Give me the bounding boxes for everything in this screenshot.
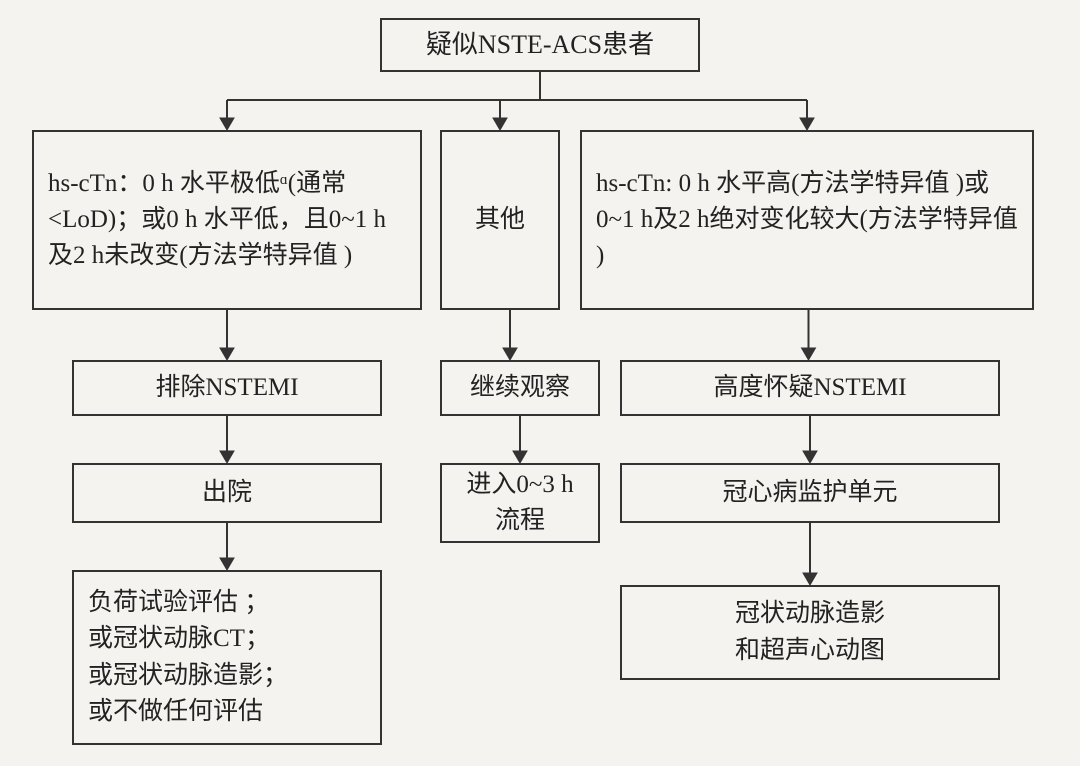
node-left-row4-label: 负荷试验评估 ；或冠状动脉CT；或冠状动脉造影；或不做任何评估	[88, 585, 288, 730]
node-right-row4-label: 冠状动脉造影和超声心动图	[735, 596, 885, 669]
node-right-criteria-label: hs-cTn: 0 h 水平高(方法学特异值 )或0~1 h及2 h绝对变化较大…	[596, 166, 1018, 275]
node-left-row3-label: 出院	[202, 475, 252, 511]
node-root: 疑似NSTE-ACS患者	[380, 18, 700, 72]
node-right-row3-label: 冠心病监护单元	[722, 475, 897, 511]
node-mid-other-label: 其他	[475, 202, 525, 238]
node-mid-row3: 进入0~3 h流程	[440, 463, 600, 543]
node-right-row2: 高度怀疑NSTEMI	[620, 360, 1000, 416]
node-right-criteria: hs-cTn: 0 h 水平高(方法学特异值 )或0~1 h及2 h绝对变化较大…	[580, 130, 1034, 310]
node-left-criteria: hs-cTn：0 h 水平极低ᵅ(通常<LoD)；或0 h 水平低，且0~1 h…	[32, 130, 422, 310]
flowchart-canvas: 疑似NSTE-ACS患者 hs-cTn：0 h 水平极低ᵅ(通常<LoD)；或0…	[0, 0, 1080, 766]
node-mid-row3-label: 进入0~3 h流程	[456, 467, 584, 540]
node-right-row4: 冠状动脉造影和超声心动图	[620, 585, 1000, 680]
node-left-row2-label: 排除NSTEMI	[155, 370, 298, 406]
node-mid-row2: 继续观察	[440, 360, 600, 416]
node-mid-other: 其他	[440, 130, 560, 310]
node-left-criteria-label: hs-cTn：0 h 水平极低ᵅ(通常<LoD)；或0 h 水平低，且0~1 h…	[48, 166, 406, 275]
node-mid-row2-label: 继续观察	[470, 370, 570, 406]
node-root-label: 疑似NSTE-ACS患者	[426, 26, 654, 64]
node-left-row4: 负荷试验评估 ；或冠状动脉CT；或冠状动脉造影；或不做任何评估	[72, 570, 382, 745]
node-right-row2-label: 高度怀疑NSTEMI	[713, 370, 906, 406]
node-left-row3: 出院	[72, 463, 382, 523]
node-right-row3: 冠心病监护单元	[620, 463, 1000, 523]
node-left-row2: 排除NSTEMI	[72, 360, 382, 416]
